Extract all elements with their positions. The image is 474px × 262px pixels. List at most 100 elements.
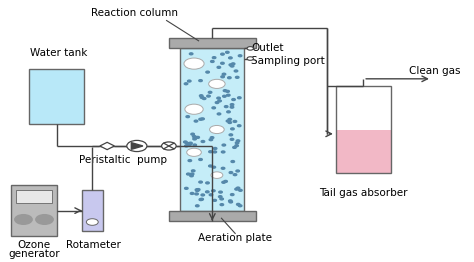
Circle shape bbox=[193, 144, 196, 146]
Circle shape bbox=[231, 63, 235, 65]
Circle shape bbox=[226, 90, 229, 92]
Circle shape bbox=[236, 76, 239, 78]
Circle shape bbox=[231, 161, 235, 162]
Circle shape bbox=[202, 97, 206, 100]
Circle shape bbox=[224, 181, 228, 182]
Circle shape bbox=[184, 145, 188, 147]
Circle shape bbox=[209, 139, 213, 141]
Circle shape bbox=[237, 203, 240, 205]
Text: Aeration plate: Aeration plate bbox=[198, 233, 272, 243]
Circle shape bbox=[219, 196, 222, 198]
Text: generator: generator bbox=[8, 249, 60, 259]
Circle shape bbox=[221, 76, 224, 78]
Circle shape bbox=[233, 121, 237, 122]
Circle shape bbox=[127, 140, 147, 151]
Circle shape bbox=[195, 193, 198, 195]
Bar bbox=[336, 129, 391, 173]
Circle shape bbox=[235, 145, 238, 147]
Circle shape bbox=[221, 151, 225, 153]
Text: Ozone: Ozone bbox=[18, 240, 51, 250]
Circle shape bbox=[222, 144, 226, 146]
Circle shape bbox=[209, 91, 212, 93]
Circle shape bbox=[192, 135, 196, 138]
Circle shape bbox=[86, 219, 98, 225]
Circle shape bbox=[193, 138, 196, 140]
Circle shape bbox=[183, 141, 187, 143]
Circle shape bbox=[190, 175, 193, 177]
Circle shape bbox=[229, 201, 233, 203]
Circle shape bbox=[196, 205, 199, 207]
Circle shape bbox=[201, 194, 204, 196]
Circle shape bbox=[238, 205, 242, 207]
Bar bbox=[16, 190, 52, 203]
Circle shape bbox=[230, 104, 234, 106]
Circle shape bbox=[223, 90, 227, 92]
Circle shape bbox=[196, 189, 199, 192]
Circle shape bbox=[238, 55, 242, 57]
Circle shape bbox=[221, 62, 224, 64]
Bar bbox=[11, 185, 57, 236]
Circle shape bbox=[206, 71, 210, 73]
Circle shape bbox=[200, 95, 203, 97]
Circle shape bbox=[223, 95, 226, 97]
Circle shape bbox=[211, 172, 223, 178]
Circle shape bbox=[231, 128, 234, 130]
Circle shape bbox=[200, 198, 203, 200]
Circle shape bbox=[196, 137, 200, 138]
Circle shape bbox=[212, 57, 216, 59]
Circle shape bbox=[184, 58, 204, 69]
Circle shape bbox=[194, 120, 198, 122]
Text: Reaction column: Reaction column bbox=[91, 8, 178, 18]
Circle shape bbox=[15, 215, 32, 224]
Text: Tail gas absorber: Tail gas absorber bbox=[319, 188, 408, 198]
Polygon shape bbox=[131, 143, 143, 149]
Circle shape bbox=[236, 170, 239, 172]
Circle shape bbox=[218, 100, 221, 102]
Circle shape bbox=[187, 148, 201, 156]
Circle shape bbox=[185, 142, 189, 144]
Circle shape bbox=[187, 173, 190, 175]
Circle shape bbox=[225, 106, 228, 108]
Circle shape bbox=[228, 77, 231, 79]
Circle shape bbox=[222, 181, 225, 183]
Circle shape bbox=[201, 118, 204, 120]
Text: Water tank: Water tank bbox=[30, 48, 88, 58]
Circle shape bbox=[191, 193, 194, 194]
Circle shape bbox=[226, 51, 229, 53]
Circle shape bbox=[189, 142, 192, 144]
Circle shape bbox=[229, 64, 233, 66]
Circle shape bbox=[228, 118, 231, 120]
Circle shape bbox=[199, 181, 202, 183]
Circle shape bbox=[228, 200, 232, 202]
Circle shape bbox=[199, 199, 202, 200]
Circle shape bbox=[206, 191, 209, 193]
Circle shape bbox=[197, 189, 200, 190]
Circle shape bbox=[235, 188, 238, 190]
Text: Rotameter: Rotameter bbox=[66, 240, 121, 250]
Circle shape bbox=[191, 170, 195, 172]
Circle shape bbox=[209, 194, 213, 196]
Circle shape bbox=[190, 53, 193, 55]
Circle shape bbox=[229, 134, 233, 136]
Circle shape bbox=[185, 104, 203, 114]
Circle shape bbox=[162, 142, 176, 150]
Bar bbox=[180, 48, 244, 211]
Circle shape bbox=[186, 116, 190, 118]
Circle shape bbox=[209, 165, 212, 167]
Circle shape bbox=[184, 187, 188, 189]
Circle shape bbox=[232, 99, 235, 101]
Bar bbox=[336, 86, 391, 173]
Polygon shape bbox=[100, 142, 114, 150]
Circle shape bbox=[219, 191, 222, 193]
Text: Sampling port: Sampling port bbox=[251, 56, 325, 66]
Circle shape bbox=[233, 174, 237, 176]
Circle shape bbox=[36, 215, 53, 224]
Circle shape bbox=[230, 138, 234, 140]
Text: Outlet: Outlet bbox=[251, 43, 283, 53]
Circle shape bbox=[237, 125, 241, 127]
Circle shape bbox=[230, 106, 234, 108]
Circle shape bbox=[217, 113, 221, 115]
Circle shape bbox=[230, 65, 234, 67]
Circle shape bbox=[199, 80, 202, 81]
Circle shape bbox=[234, 70, 238, 72]
